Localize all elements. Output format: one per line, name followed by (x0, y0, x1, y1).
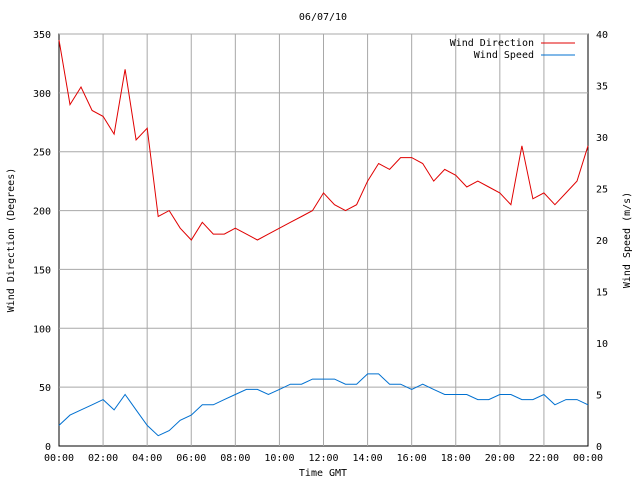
x-tick-label: 00:00 (44, 453, 74, 464)
x-tick-label: 04:00 (132, 453, 162, 464)
x-tick-label: 08:00 (220, 453, 250, 464)
x-tick-label: 14:00 (353, 453, 383, 464)
grid-lines (59, 33, 588, 446)
legend-label-wind-speed: Wind Speed (474, 50, 534, 61)
y-tick-label-left: 100 (33, 324, 51, 335)
chart-title: 06/07/10 (299, 12, 347, 23)
x-tick-label: 18:00 (441, 453, 471, 464)
x-tick-label: 16:00 (397, 453, 427, 464)
y-tick-label-right: 10 (596, 339, 608, 350)
series-layer (58, 39, 589, 437)
x-tick-label: 02:00 (88, 453, 118, 464)
x-axis-title: Time GMT (299, 468, 347, 479)
y-tick-label-left: 50 (39, 383, 51, 394)
y-tick-label-right: 0 (596, 442, 602, 453)
y-tick-label-right: 25 (596, 185, 608, 196)
series-line-wind-speed (58, 373, 589, 437)
y-tick-label-right: 40 (596, 30, 608, 41)
x-tick-label: 22:00 (529, 453, 559, 464)
y-tick-label-right: 30 (596, 133, 608, 144)
y-tick-label-left: 350 (33, 30, 51, 41)
y-tick-label-left: 150 (33, 265, 51, 276)
x-tick-label: 12:00 (308, 453, 338, 464)
series-line-wind-direction (58, 39, 589, 241)
y-tick-label-left: 250 (33, 148, 51, 159)
y-tick-label-right: 20 (596, 236, 608, 247)
y-axis-right-title: Wind Speed (m/s) (622, 192, 633, 288)
y-tick-label-left: 200 (33, 207, 51, 218)
y-tick-label-right: 35 (596, 82, 608, 93)
x-tick-label: 10:00 (264, 453, 294, 464)
y-axis-left-title: Wind Direction (Degrees) (6, 168, 17, 313)
y-tick-label-right: 5 (596, 391, 602, 402)
y-tick-label-right: 15 (596, 288, 608, 299)
legend-label-wind-direction: Wind Direction (450, 38, 534, 49)
x-tick-label: 20:00 (485, 453, 515, 464)
x-tick-label: 06:00 (176, 453, 206, 464)
y-tick-label-left: 300 (33, 89, 51, 100)
y-tick-label-left: 0 (45, 442, 51, 453)
tick-labels: 00:00 02:00 04:00 06:00 08:00 10:00 12:00 14:00… (33, 30, 608, 464)
legend: Wind Direction Wind Speed (450, 38, 575, 61)
x-tick-label: 00:00 (573, 453, 603, 464)
